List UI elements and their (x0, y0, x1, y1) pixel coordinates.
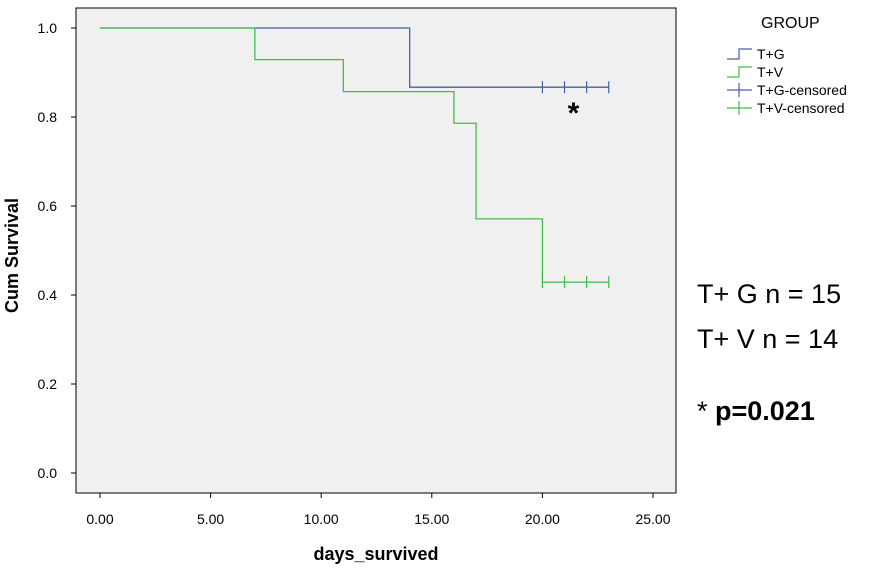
survival-curve-t-v (100, 27, 609, 283)
x-tick-label: 15.00 (414, 511, 449, 527)
legend-entry-label: T+V (757, 64, 784, 80)
y-tick-label: 1.0 (38, 20, 58, 36)
y-axis-ticks: 0.0 0.2 0.4 0.6 0.8 1.0 (38, 20, 76, 481)
y-axis-title: Cum Survival (2, 198, 22, 313)
legend-entry-label: T+G (757, 46, 785, 62)
survival-curves (100, 27, 610, 289)
y-tick-label: 0.2 (38, 376, 58, 392)
legend-step-icon (727, 48, 752, 60)
y-tick-label: 0.4 (38, 287, 58, 303)
y-tick-label: 0.8 (38, 109, 58, 125)
n-tg-label: T+ G n = 15 (697, 279, 842, 309)
x-tick-label: 0.00 (86, 511, 113, 527)
legend-entry-label: T+V-censored (757, 100, 845, 116)
p-value-star: * (697, 396, 716, 426)
n-tv-label: T+ V n = 14 (697, 324, 839, 354)
x-tick-label: 5.00 (197, 511, 224, 527)
p-value-label: * p=0.021 (697, 396, 815, 427)
x-tick-label: 10.00 (304, 511, 339, 527)
significance-star: * (568, 97, 580, 130)
x-axis-title: days_survived (313, 544, 438, 564)
plot-area (75, 7, 677, 494)
x-tick-label: 25.00 (635, 511, 670, 527)
y-tick-label: 0.0 (38, 465, 58, 481)
legend-title: GROUP (761, 15, 820, 32)
p-value-text: p=0.021 (715, 396, 815, 426)
y-tick-label: 0.6 (38, 198, 58, 214)
x-axis-ticks: 0.00 5.00 10.00 15.00 20.00 25.00 (86, 493, 671, 527)
legend-step-icon (727, 66, 752, 78)
x-tick-label: 20.00 (525, 511, 560, 527)
legend-entry-label: T+G-censored (757, 82, 847, 98)
legend: GROUP T+G T+V T+G-censored T+V-censored (727, 15, 847, 116)
